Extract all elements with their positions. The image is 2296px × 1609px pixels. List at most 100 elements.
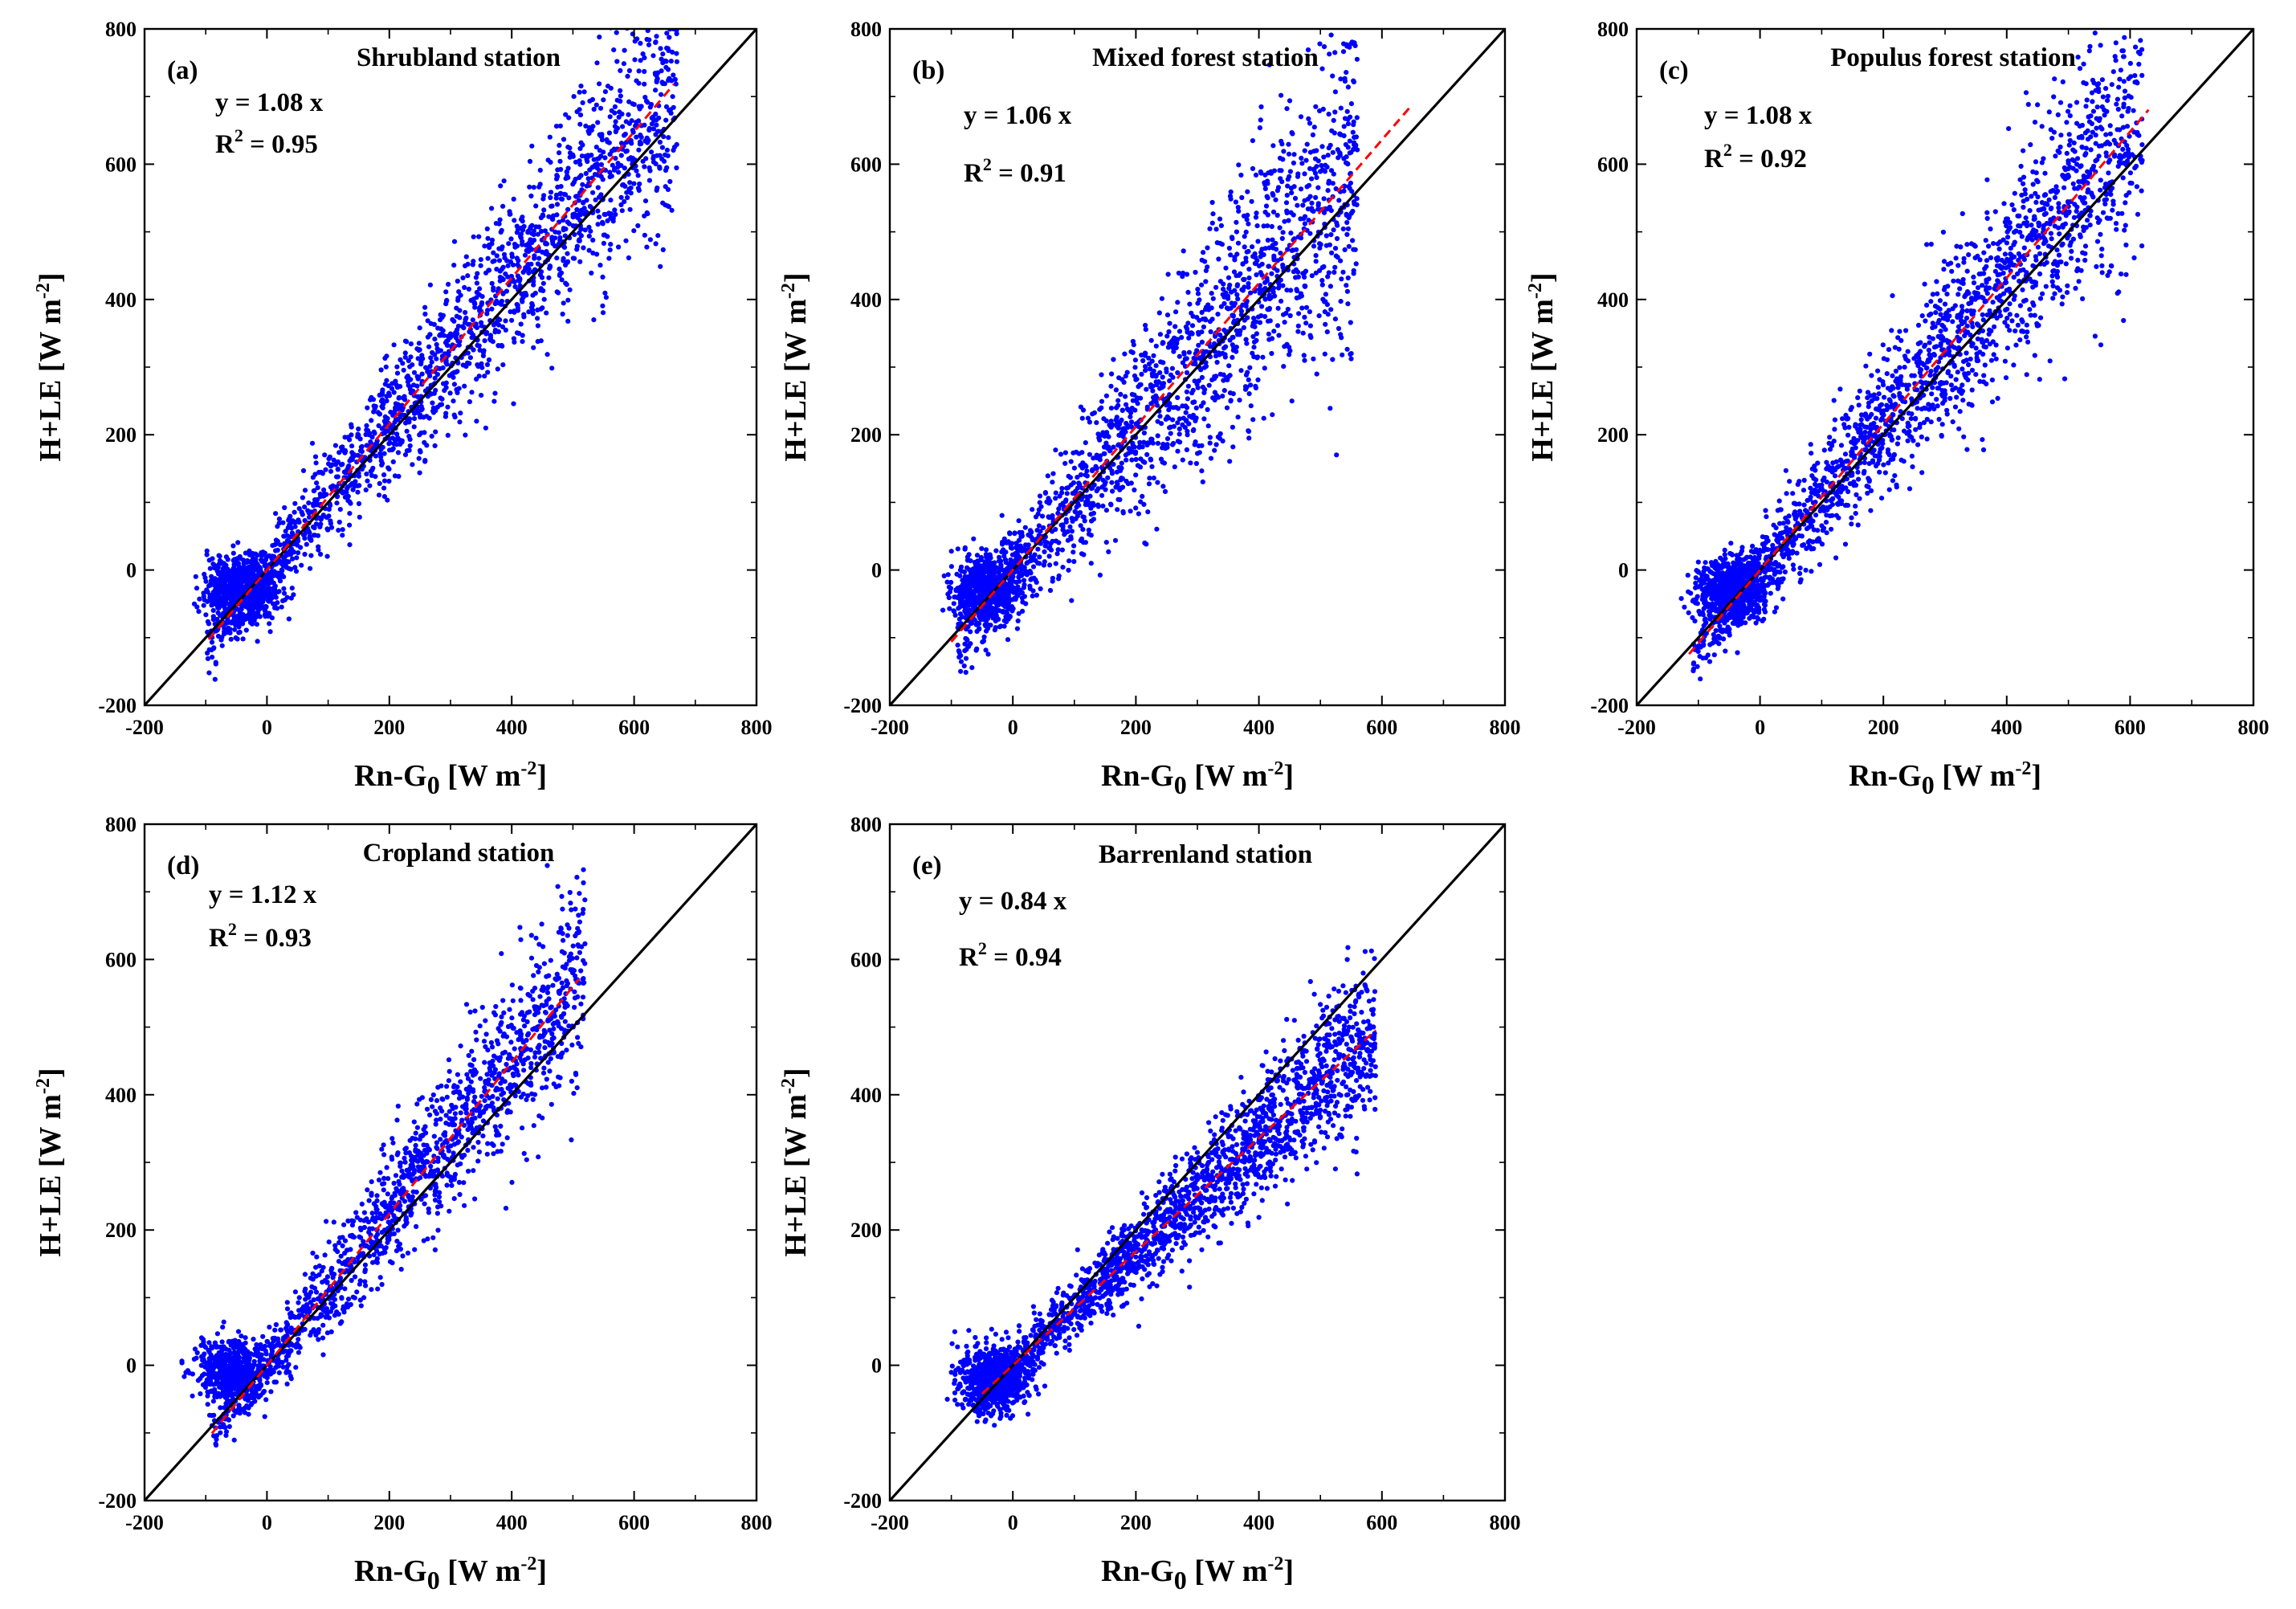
data-point <box>1250 417 1256 423</box>
data-point <box>601 97 606 103</box>
data-point <box>349 443 355 449</box>
data-point <box>282 590 288 596</box>
data-point <box>1307 309 1312 315</box>
data-point <box>1169 365 1175 371</box>
data-point <box>1164 312 1171 318</box>
data-point <box>1253 214 1259 220</box>
data-point <box>594 251 600 257</box>
data-point <box>1195 300 1201 306</box>
data-point <box>1141 439 1147 445</box>
data-point <box>649 149 655 155</box>
data-point <box>463 432 468 438</box>
data-point <box>580 142 585 148</box>
data-point <box>1171 423 1177 429</box>
data-point <box>630 101 635 107</box>
data-point <box>1298 216 1303 222</box>
data-point <box>595 14 600 19</box>
data-point <box>1102 482 1107 488</box>
data-point <box>653 161 659 166</box>
data-point <box>272 590 278 596</box>
y-tick-label: 200 <box>105 423 137 447</box>
data-point <box>492 390 498 396</box>
data-point <box>1242 276 1247 282</box>
data-point <box>500 324 506 329</box>
data-point <box>1249 198 1254 204</box>
data-point <box>415 376 421 382</box>
data-point <box>981 634 987 640</box>
data-point <box>267 621 272 627</box>
data-point <box>585 153 591 158</box>
data-point <box>1190 387 1196 393</box>
data-point <box>342 435 348 440</box>
data-point <box>580 182 585 187</box>
data-point <box>208 581 214 587</box>
data-point <box>1076 451 1082 456</box>
data-point <box>1190 399 1196 406</box>
data-point <box>1015 592 1021 598</box>
data-point <box>276 517 282 522</box>
data-point <box>229 578 234 583</box>
data-point <box>324 526 330 532</box>
data-point <box>1234 219 1239 225</box>
data-point <box>1150 388 1156 394</box>
data-point <box>1181 248 1186 254</box>
data-point <box>1027 558 1034 564</box>
data-point <box>247 571 252 577</box>
data-point <box>646 127 652 133</box>
data-point <box>1276 333 1282 338</box>
data-point <box>940 607 946 613</box>
data-point <box>1319 162 1324 169</box>
data-point <box>465 273 471 279</box>
data-point <box>1160 381 1167 386</box>
data-point <box>355 452 361 458</box>
data-point <box>1350 208 1356 214</box>
data-point <box>386 478 392 484</box>
data-point <box>1001 536 1007 541</box>
data-point <box>474 419 479 424</box>
data-point <box>1220 394 1225 399</box>
data-point <box>1128 410 1134 415</box>
data-point <box>1164 333 1170 339</box>
data-point <box>1325 153 1331 158</box>
data-point <box>657 153 663 158</box>
data-point <box>1060 524 1066 529</box>
data-point <box>251 563 257 569</box>
data-point <box>1143 327 1148 333</box>
data-point <box>997 554 1002 560</box>
data-point <box>1081 552 1087 557</box>
data-point <box>1099 492 1105 498</box>
data-point <box>234 582 240 587</box>
data-point <box>384 378 389 383</box>
data-point <box>549 203 554 209</box>
data-point <box>477 347 483 353</box>
data-point <box>1184 447 1189 453</box>
data-point <box>492 321 498 326</box>
data-point <box>961 603 967 609</box>
data-point <box>630 155 636 161</box>
data-point <box>1148 337 1154 343</box>
data-point <box>1042 559 1047 565</box>
data-point <box>1013 545 1019 550</box>
data-point <box>376 492 382 498</box>
data-point <box>657 165 663 171</box>
data-point <box>1256 263 1262 269</box>
data-point <box>1228 189 1234 194</box>
data-point <box>1099 372 1104 378</box>
data-point <box>356 426 361 432</box>
data-point <box>1287 98 1293 104</box>
data-point <box>1221 286 1226 292</box>
data-point <box>1165 272 1171 277</box>
data-point <box>500 264 506 270</box>
data-point <box>388 409 394 415</box>
data-point <box>1196 342 1201 348</box>
data-point <box>1282 320 1287 325</box>
data-point <box>983 647 989 653</box>
data-point <box>254 594 259 599</box>
data-point <box>249 620 255 627</box>
data-point <box>660 60 666 66</box>
data-point <box>1183 410 1189 415</box>
data-point <box>642 122 647 128</box>
data-point <box>277 558 283 564</box>
data-point <box>522 252 528 258</box>
data-point <box>1071 543 1077 549</box>
